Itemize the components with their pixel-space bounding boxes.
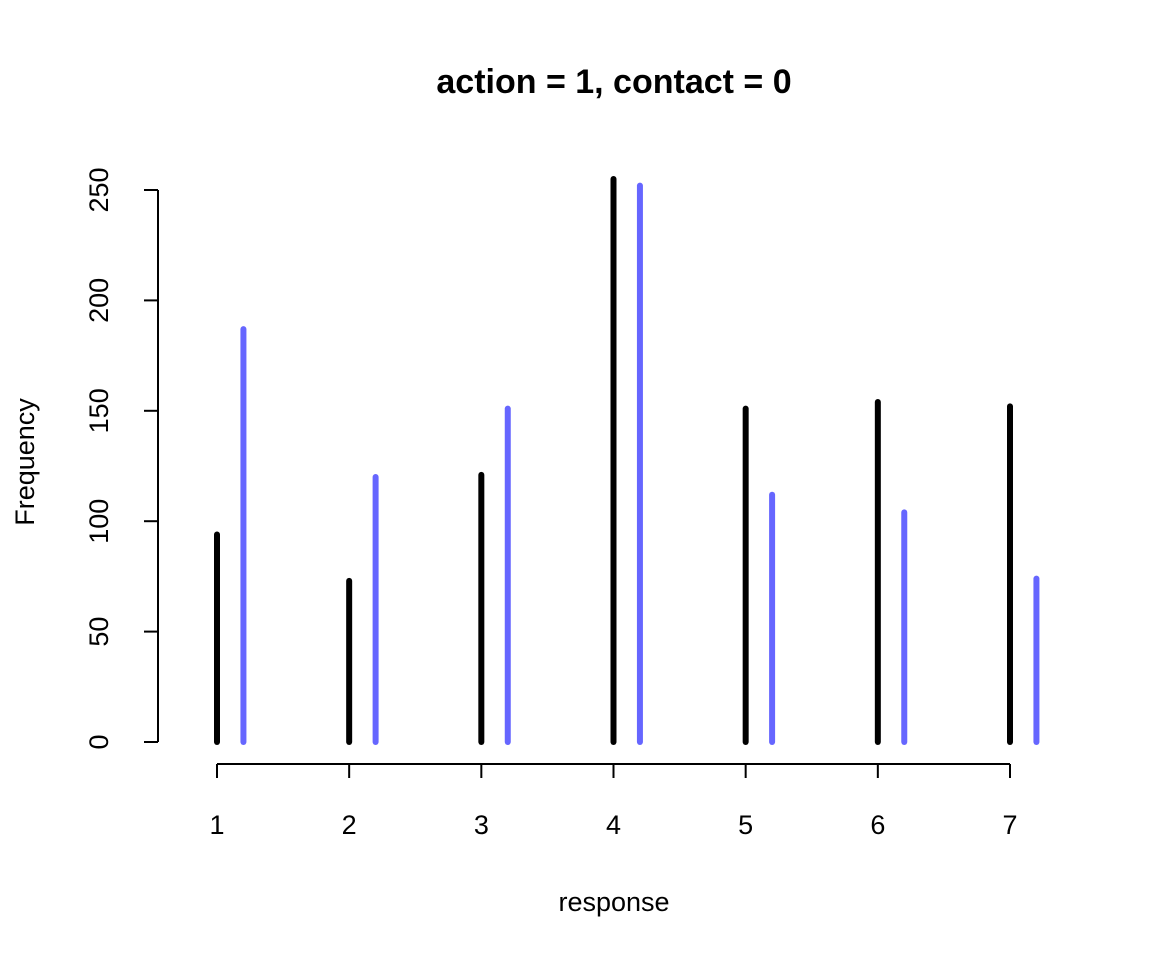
y-tick-label: 100 [84, 499, 114, 544]
x-tick-label: 2 [342, 810, 357, 840]
x-axis-label: response [558, 887, 669, 917]
bars [214, 175, 1040, 745]
y-tick-label: 250 [84, 167, 114, 212]
y-tick-label: 200 [84, 278, 114, 323]
y-axis-label: Frequency [10, 398, 40, 526]
y-tick-label: 0 [84, 734, 114, 749]
x-tick-label: 5 [738, 810, 753, 840]
x-tick-label: 7 [1002, 810, 1017, 840]
y-tick-label: 150 [84, 388, 114, 433]
y-axis: 0 50 100 150 200 250 [84, 167, 159, 750]
x-tick-label: 6 [870, 810, 885, 840]
chart-title: action = 1, contact = 0 [436, 63, 791, 101]
y-tick-label: 50 [84, 617, 114, 647]
x-axis: 1 2 3 4 5 6 7 [209, 763, 1018, 840]
x-tick-label: 1 [209, 810, 224, 840]
x-tick-label: 4 [606, 810, 621, 840]
x-tick-label: 3 [474, 810, 489, 840]
